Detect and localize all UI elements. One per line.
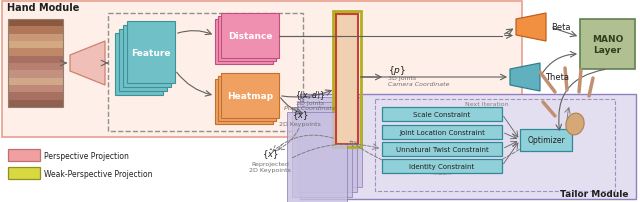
Text: 3D Joints: 3D Joints: [296, 101, 324, 105]
FancyBboxPatch shape: [115, 34, 163, 96]
FancyBboxPatch shape: [520, 129, 572, 151]
FancyBboxPatch shape: [336, 15, 358, 144]
Text: Joint Location Constraint: Joint Location Constraint: [399, 129, 485, 135]
FancyBboxPatch shape: [382, 107, 502, 121]
Text: 2D Keypoints: 2D Keypoints: [279, 121, 321, 126]
Text: Perspective Projection: Perspective Projection: [44, 152, 129, 161]
Text: 2D Keypoints: 2D Keypoints: [249, 167, 291, 172]
Text: Camera Coordinate: Camera Coordinate: [388, 82, 449, 87]
Text: Heatmap: Heatmap: [227, 92, 273, 101]
Text: Pixel Coordinate: Pixel Coordinate: [284, 105, 336, 110]
FancyBboxPatch shape: [300, 95, 636, 199]
Text: Hand Module: Hand Module: [7, 3, 79, 13]
Text: Beta: Beta: [551, 23, 570, 32]
FancyBboxPatch shape: [218, 17, 276, 62]
FancyBboxPatch shape: [127, 22, 175, 84]
FancyBboxPatch shape: [2, 2, 522, 137]
FancyBboxPatch shape: [8, 167, 40, 179]
FancyBboxPatch shape: [8, 42, 63, 49]
FancyBboxPatch shape: [221, 14, 279, 59]
FancyBboxPatch shape: [382, 125, 502, 139]
FancyBboxPatch shape: [382, 159, 502, 173]
FancyBboxPatch shape: [8, 56, 63, 64]
FancyBboxPatch shape: [8, 86, 63, 93]
Text: Distance: Distance: [228, 32, 272, 41]
FancyBboxPatch shape: [123, 26, 171, 87]
Text: Unnatural Twist Constraint: Unnatural Twist Constraint: [396, 146, 488, 152]
Text: Feature: Feature: [131, 48, 171, 57]
FancyBboxPatch shape: [382, 142, 502, 156]
FancyBboxPatch shape: [119, 30, 167, 92]
FancyBboxPatch shape: [8, 149, 40, 161]
Text: $\{\hat{x}\}$: $\{\hat{x}\}$: [262, 147, 278, 161]
Text: MANO
Layer: MANO Layer: [592, 35, 623, 54]
Text: $\{(x,d)\}$: $\{(x,d)\}$: [295, 89, 325, 101]
FancyBboxPatch shape: [8, 35, 63, 42]
Polygon shape: [516, 14, 546, 42]
Text: Next Iteration: Next Iteration: [465, 101, 509, 106]
FancyBboxPatch shape: [297, 102, 357, 192]
FancyBboxPatch shape: [215, 20, 273, 65]
Text: Reprojected: Reprojected: [251, 161, 289, 166]
FancyBboxPatch shape: [8, 100, 63, 108]
FancyBboxPatch shape: [215, 80, 273, 124]
FancyBboxPatch shape: [221, 74, 279, 118]
Text: Optimizer: Optimizer: [527, 136, 565, 145]
FancyBboxPatch shape: [580, 20, 635, 70]
Text: Identity Constraint: Identity Constraint: [410, 163, 475, 169]
FancyBboxPatch shape: [8, 71, 63, 79]
Polygon shape: [510, 64, 540, 92]
Text: Weak-Perspective Projection: Weak-Perspective Projection: [44, 170, 152, 179]
Text: $\{p\}$: $\{p\}$: [388, 64, 406, 77]
Ellipse shape: [566, 114, 584, 135]
Text: Tailor Module: Tailor Module: [559, 189, 628, 198]
FancyBboxPatch shape: [8, 20, 63, 28]
FancyBboxPatch shape: [8, 64, 63, 72]
FancyBboxPatch shape: [8, 27, 63, 35]
FancyBboxPatch shape: [302, 98, 362, 187]
FancyBboxPatch shape: [8, 93, 63, 101]
Text: $\{x\}$: $\{x\}$: [292, 109, 308, 121]
FancyBboxPatch shape: [218, 77, 276, 121]
FancyBboxPatch shape: [8, 78, 63, 86]
FancyBboxPatch shape: [8, 49, 63, 57]
Text: 3D Joints: 3D Joints: [388, 76, 416, 81]
Text: Theta: Theta: [545, 73, 569, 82]
Polygon shape: [70, 42, 105, 86]
FancyBboxPatch shape: [287, 113, 347, 202]
FancyBboxPatch shape: [292, 107, 352, 197]
Text: Scale Constraint: Scale Constraint: [413, 112, 470, 117]
